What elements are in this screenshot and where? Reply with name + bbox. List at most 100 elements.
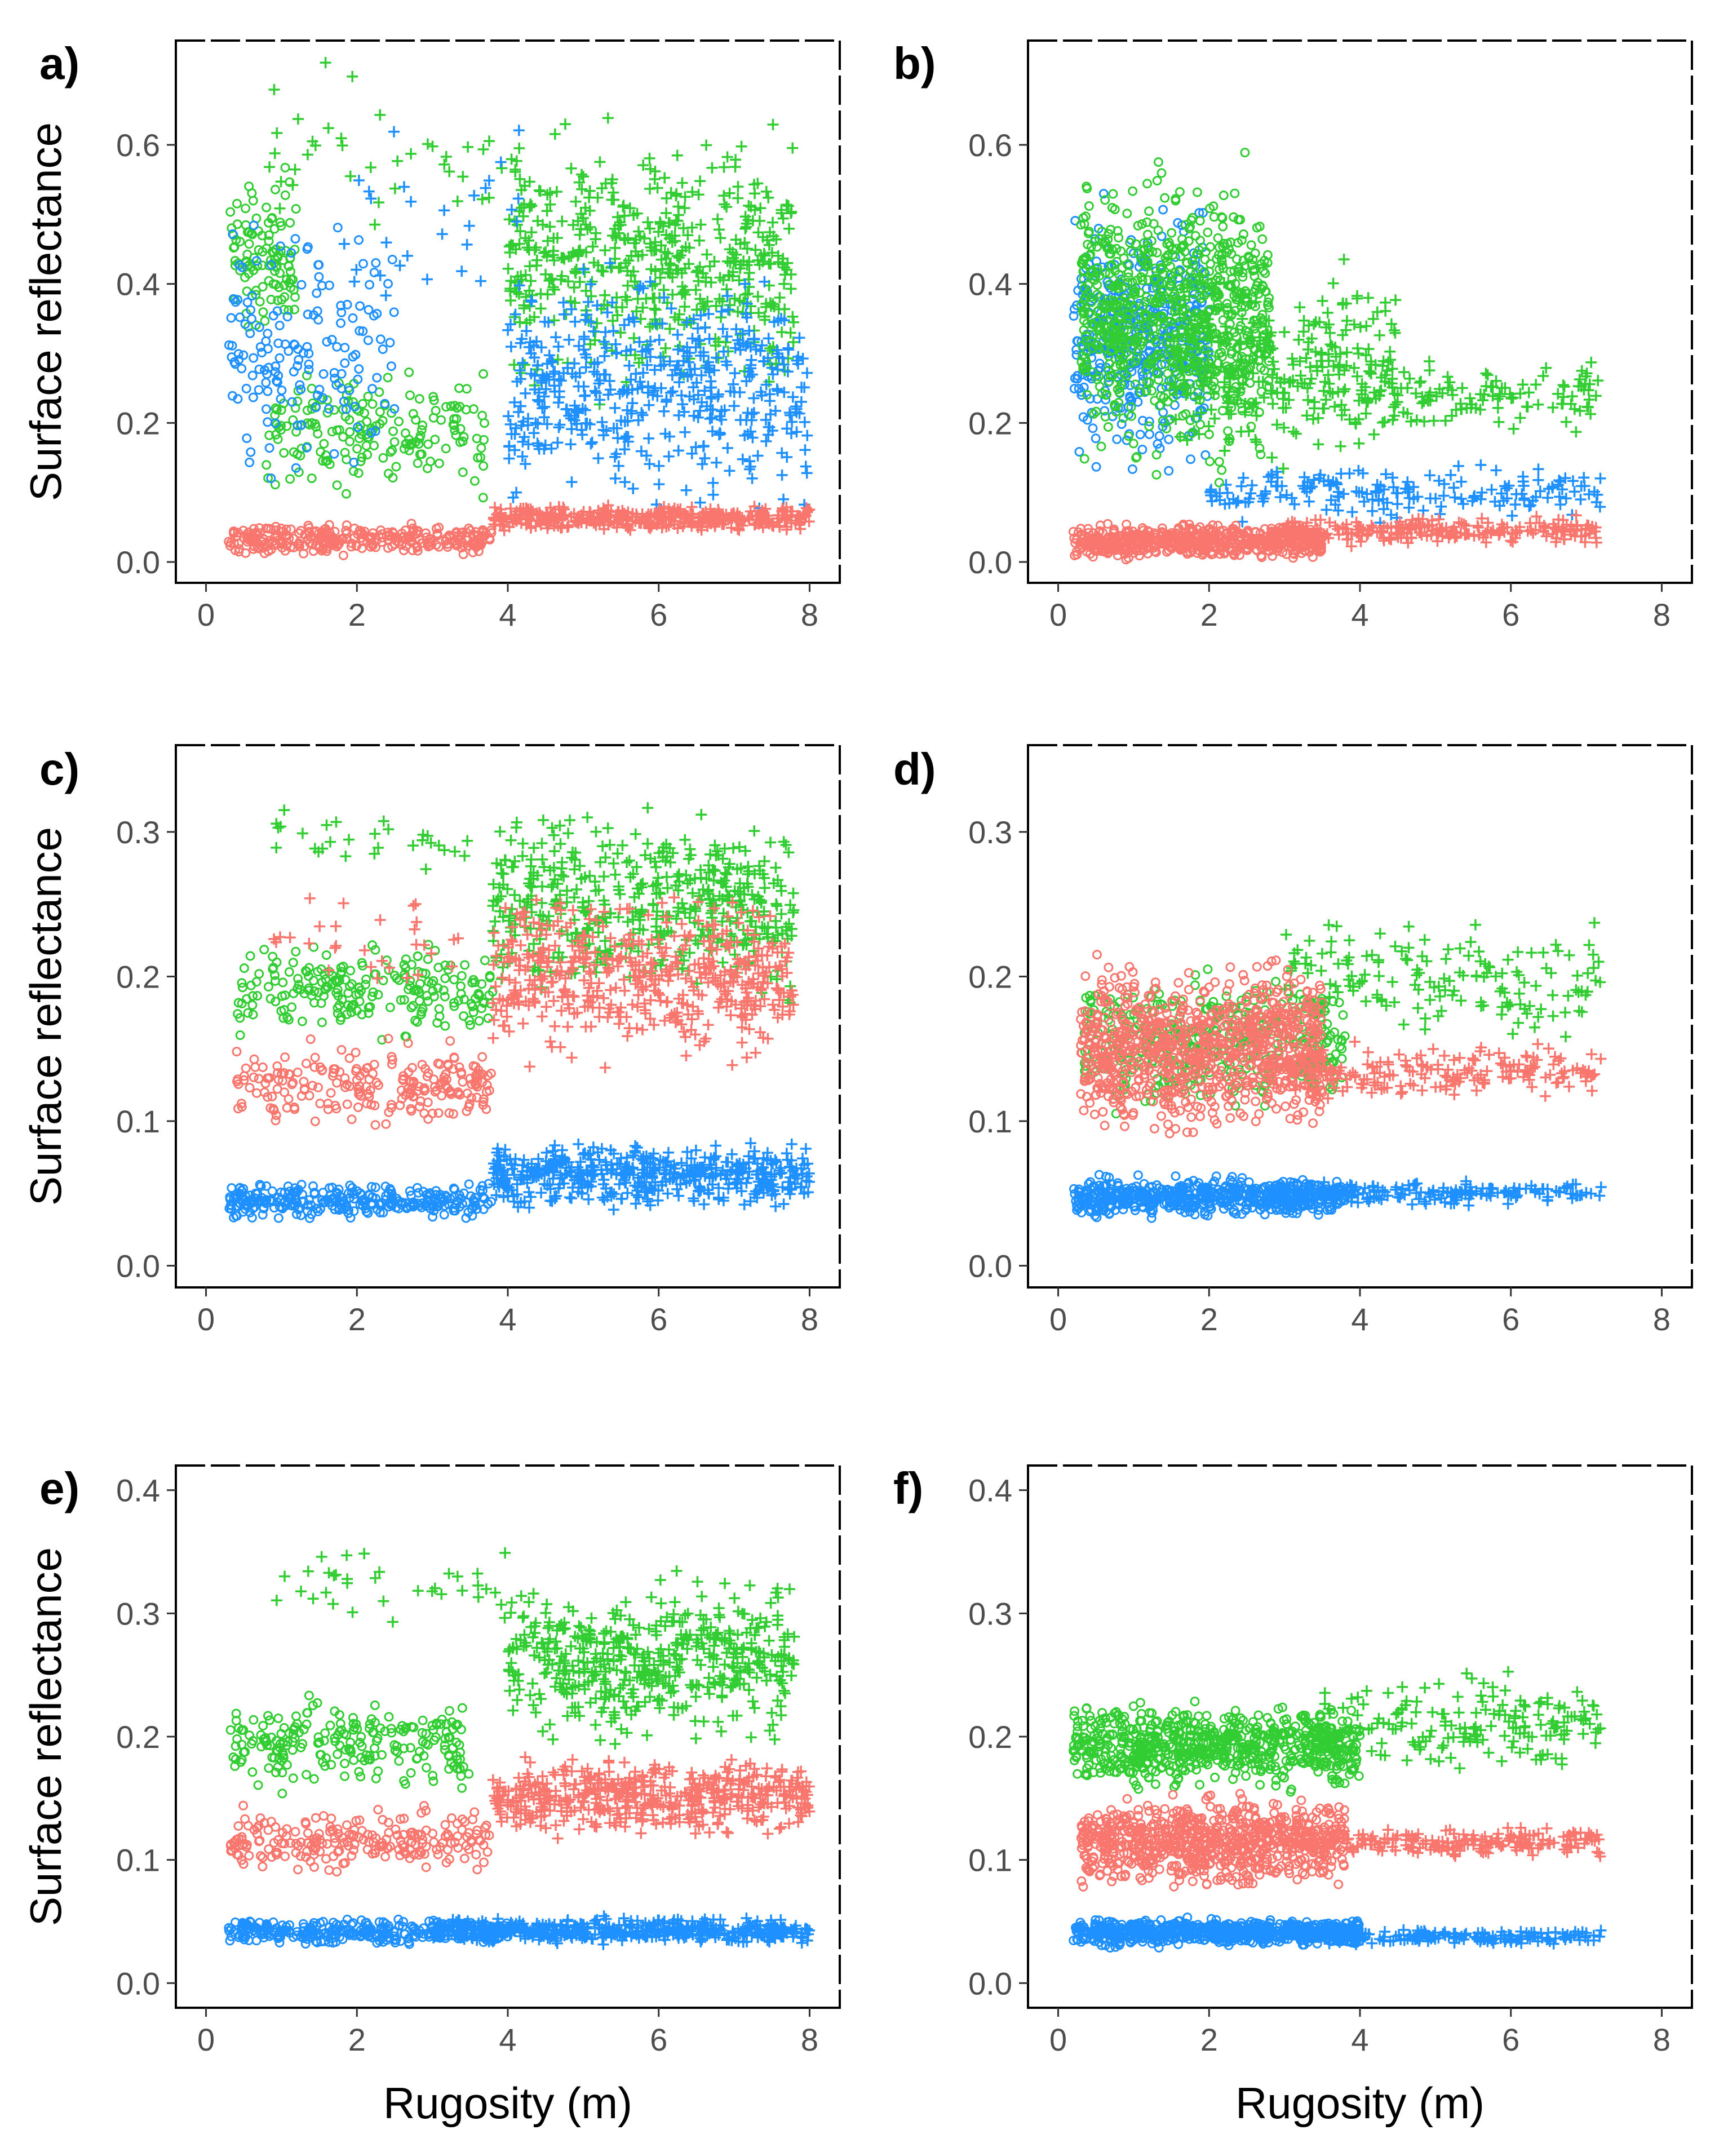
point-blue	[318, 369, 329, 379]
point-green	[291, 427, 302, 437]
point-green	[523, 234, 535, 246]
point-green	[615, 327, 627, 339]
point-blue	[389, 307, 399, 317]
point-green	[244, 268, 254, 278]
point-green	[504, 283, 516, 295]
point-blue	[266, 473, 276, 483]
point-green	[742, 288, 754, 299]
point-green	[752, 178, 764, 189]
point-green	[511, 286, 522, 298]
point-green	[430, 435, 440, 445]
point-green	[674, 308, 685, 320]
point-green	[316, 447, 326, 457]
point-green	[524, 260, 535, 272]
point-green	[583, 192, 595, 203]
point-green	[386, 447, 396, 457]
point-blue	[294, 355, 304, 365]
point-green	[763, 258, 775, 269]
point-blue	[643, 432, 654, 444]
point-green	[388, 426, 398, 436]
point-green	[612, 309, 623, 321]
y-axis-title: Surface reflectance	[21, 122, 70, 501]
point-green	[289, 285, 299, 295]
point-green	[763, 239, 775, 251]
y-tick-label: 0.2	[968, 405, 1012, 441]
point-green	[679, 191, 691, 203]
point-green	[280, 162, 290, 172]
point-green	[338, 432, 348, 442]
point-blue	[763, 333, 774, 344]
point-green	[503, 241, 515, 253]
point-green	[683, 258, 695, 270]
point-green	[353, 468, 364, 478]
point-green	[730, 154, 742, 166]
point-blue	[312, 288, 322, 298]
point-green	[649, 173, 661, 185]
point-green	[289, 447, 299, 457]
point-green	[663, 233, 675, 245]
point-green	[657, 263, 668, 275]
point-green	[365, 162, 376, 173]
point-blue	[528, 427, 540, 439]
point-green	[715, 232, 726, 244]
point-green	[584, 338, 596, 350]
point-green	[690, 284, 702, 296]
point-blue	[349, 457, 359, 467]
point-blue	[703, 308, 715, 320]
point-green	[650, 304, 662, 316]
point-green	[548, 232, 560, 244]
x-tick-label: 0	[1049, 597, 1067, 632]
point-green	[694, 175, 706, 187]
point-green	[302, 418, 312, 428]
point-green	[633, 225, 644, 237]
point-green	[542, 189, 553, 201]
point-green	[649, 292, 661, 304]
point-green	[586, 276, 598, 287]
point-green	[568, 219, 579, 231]
point-blue	[226, 313, 236, 323]
point-green	[525, 275, 537, 287]
point-green	[514, 316, 526, 328]
point-green	[422, 138, 433, 150]
point-blue	[276, 394, 286, 404]
point-green	[387, 445, 397, 455]
point-green	[697, 268, 709, 279]
point-blue	[354, 235, 364, 245]
point-blue	[267, 260, 276, 270]
point-blue	[262, 404, 271, 414]
point-green	[313, 428, 323, 439]
point-green	[615, 262, 627, 273]
point-blue	[555, 375, 567, 387]
point-green	[645, 263, 657, 275]
point-green	[378, 453, 388, 463]
point-green	[356, 457, 366, 466]
point-green	[391, 462, 401, 472]
point-green	[733, 275, 745, 286]
point-green	[405, 390, 415, 400]
point-green	[327, 427, 337, 437]
point-green	[637, 160, 649, 171]
point-green	[576, 169, 587, 180]
point-blue	[290, 340, 300, 350]
point-blue	[520, 387, 531, 399]
point-green	[411, 415, 421, 425]
point-green	[510, 244, 522, 255]
point-green	[701, 139, 712, 151]
point-green	[750, 244, 761, 256]
point-green	[271, 430, 281, 440]
point-green	[622, 280, 633, 291]
point-green	[544, 198, 556, 210]
point-green	[258, 260, 267, 271]
point-blue	[596, 416, 608, 428]
point-green	[450, 401, 460, 411]
point-blue	[351, 349, 361, 360]
point-green	[529, 311, 540, 323]
point-green	[544, 187, 556, 199]
point-blue	[324, 404, 334, 414]
point-green	[335, 132, 347, 144]
point-blue	[752, 450, 764, 462]
point-green	[449, 414, 459, 424]
point-green	[720, 337, 732, 348]
point-green	[761, 234, 773, 246]
point-green	[394, 417, 404, 427]
